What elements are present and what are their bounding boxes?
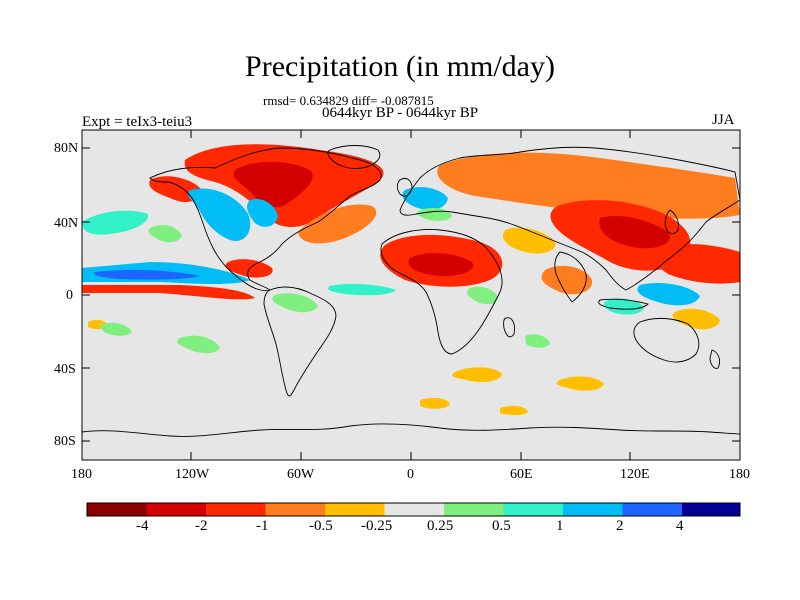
anomaly-arabia [502,227,556,254]
anomaly-west-pacific-wet [637,283,700,306]
colorbar-label: 2 [616,518,624,534]
colorbar-bin-1 [146,503,206,516]
anomaly-caribbean [225,259,273,278]
y-tick-80s: 80S [54,434,76,449]
coast-indonesia [598,298,649,310]
anomaly-south-ocean-a [420,397,450,409]
anomaly-south-pacific [672,308,720,330]
coast-africa [380,229,503,355]
colorbar-label: -1 [256,518,269,534]
coast-australia [633,317,700,363]
anomaly-equatorial-pacific [82,285,255,300]
colorbar-bin-0 [87,503,147,516]
colorbar-bin-2 [206,503,266,516]
coast-eurasia [399,146,740,291]
anomaly-atlantic-itcz [327,283,396,296]
anomaly-indian-ocean-south [556,376,604,391]
experiment-label: Expt = teIx3-teiu3 [82,114,193,130]
anomaly-north-america-core [233,161,313,208]
colorbar-bin-8 [563,503,623,516]
anomaly-alaska [149,176,201,203]
y-tick-40n: 40N [54,216,79,231]
anomaly-west-pacific [654,244,740,284]
anomaly-east-africa [467,286,498,305]
anomaly-sahel-core [408,253,474,276]
anomaly-amazon [272,293,318,313]
anomaly-maritime-continent [603,298,644,315]
colorbar [86,502,741,517]
colorbar-bin-10 [682,503,740,516]
colorbar-label: -0.5 [309,518,333,534]
anomaly-south-pacific-green [177,335,220,354]
x-tick-0: 0 [407,467,414,482]
coastlines [82,145,740,437]
x-tick-180e: 180 [729,467,750,482]
colorbar-bin-5 [384,503,444,516]
coast-uk [396,177,413,197]
x-tick-120w: 120W [175,467,210,482]
x-tick-60w: 60W [287,467,315,482]
colorbar-label: 4 [676,518,684,534]
x-tick-60e: 60E [510,467,533,482]
stats-label: rmsd= 0.634829 diff= -0.087815 [263,93,434,108]
anomaly-north-atlantic [298,204,377,244]
anomaly-europe [402,187,448,210]
coast-japan [664,209,679,235]
coast-new-zealand [709,349,721,369]
anomaly-south-pacific-green-b [100,322,132,336]
coast-india [554,251,587,303]
anomaly-south-atlantic [452,367,502,382]
colorbar-label: -2 [195,518,208,534]
colorbar-frame [86,502,741,517]
colorbar-bin-6 [444,503,504,516]
anomaly-pacific-wet-core [94,269,200,280]
colorbar-label: 0.5 [492,518,511,534]
anomaly-east-asia-core [599,215,670,249]
colorbar-bin-7 [503,503,563,516]
y-tick-0: 0 [66,288,73,303]
period-label: 0644kyr BP - 0644kyr BP [322,105,479,121]
coast-north-america [149,147,382,291]
coast-greenland [327,145,381,169]
anomaly-north-pacific [82,210,149,235]
y-tick-80n: 80N [54,141,79,156]
colorbar-label: 1 [556,518,564,534]
anomaly-west-north-america [188,188,251,241]
anomaly-north-pacific-green [148,225,182,243]
colorbar-bin-3 [265,503,325,516]
anomaly-eurasia [437,152,740,219]
colorbar-label: 0.25 [427,518,454,534]
anomaly-field [82,144,740,416]
season-label: JJA [712,112,735,128]
coast-antarctica [82,423,740,437]
colorbar-bin-4 [325,503,385,516]
coast-madagascar [503,317,515,338]
colorbar-bin-9 [622,503,682,516]
y-tick-40s: 40S [54,362,76,377]
x-tick-180w: 180 [71,467,92,482]
colorbar-label: -4 [136,518,149,534]
anomaly-india [541,265,593,295]
anomaly-south-ocean-b [500,405,528,416]
map-title: Precipitation (in mm/day) [245,50,555,83]
coast-south-america [263,286,337,397]
colorbar-label: -0.25 [361,518,393,534]
anomaly-south-indian-green [525,334,550,348]
anomaly-east-us [247,198,278,227]
axis-ticks [82,130,740,460]
x-tick-120e: 120E [620,467,650,482]
